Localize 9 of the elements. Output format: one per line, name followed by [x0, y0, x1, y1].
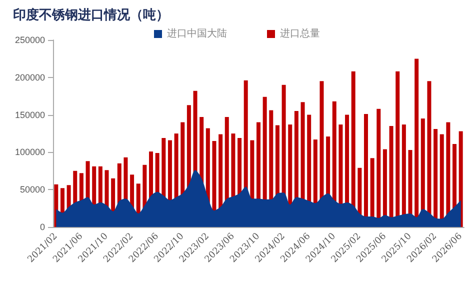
- y-tick-label: 100000: [14, 147, 45, 158]
- y-tick-label: 0: [40, 222, 45, 232]
- legend-label: 进口总量: [280, 28, 320, 40]
- chart-title: 印度不锈钢进口情况（吨）: [13, 7, 169, 23]
- y-tick-label: 250000: [14, 35, 45, 45]
- y-tick-label: 50000: [20, 184, 45, 195]
- y-tick-label: 200000: [14, 72, 45, 82]
- legend-label: 进口中国大陆: [167, 28, 227, 40]
- y-tick-label: 150000: [14, 110, 45, 120]
